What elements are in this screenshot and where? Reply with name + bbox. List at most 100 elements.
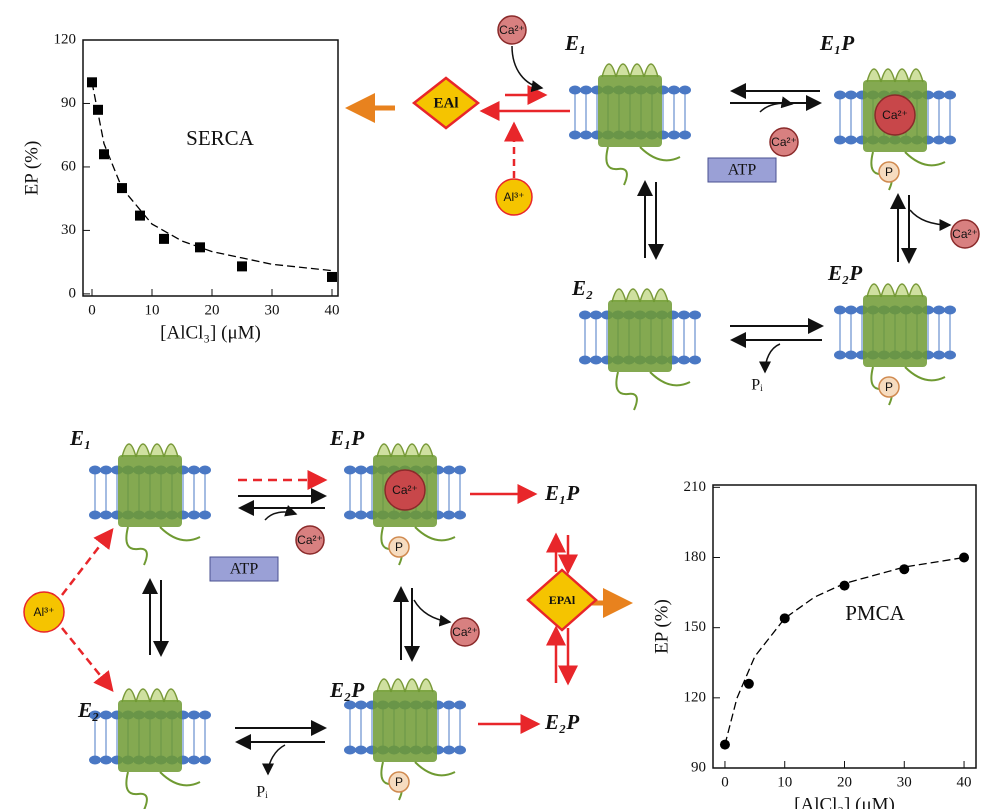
fit-line [92,82,332,270]
chart-annotation: SERCA [186,126,255,150]
y-tick-label: 0 [69,285,77,301]
x-tick-label: 40 [325,302,340,318]
state-label: E₂ [77,698,99,722]
lipid-head [580,86,592,95]
lipid-head [944,351,956,360]
phosphate-label: Pᵢ [256,784,268,801]
ion-label: Ca²⁺ [452,625,478,639]
lipid-head [199,756,211,765]
arrow [414,600,450,622]
state-label: E₁P [329,426,364,450]
protein-tail [606,147,680,185]
y-tick-label: 60 [61,158,76,174]
chart-annotation: PMCA [845,601,905,625]
lipid-head [454,701,466,710]
lipid-head [199,511,211,520]
state-label: E₂P [544,710,579,734]
lipid-head [454,466,466,475]
state-label: E₂ [571,276,593,300]
epal-label: EPAl [549,593,576,607]
ion-label: Al³⁺ [504,190,525,204]
y-tick-label: 120 [54,31,77,47]
lipid-head [188,756,200,765]
lipid-head [89,511,101,520]
protein-body [608,300,672,372]
ion-label: Ca²⁺ [882,108,908,122]
point [159,234,169,244]
ion-label: P [885,380,893,394]
lipid-head [188,466,200,475]
lipid-head [355,746,367,755]
arrows [62,46,950,774]
x-tick-label: 10 [777,774,792,790]
state-label: E₁P [544,481,579,505]
lipid-head [933,306,945,315]
lipid-head [668,86,680,95]
x-tick-label: 40 [957,774,972,790]
lipid-head [933,351,945,360]
point [237,261,247,271]
protein-tail [616,372,690,410]
y-tick-label: 120 [684,689,707,705]
state-label: E₁ [69,426,91,450]
protein-body [118,700,182,772]
ion-label: Al³⁺ [34,605,55,619]
protein-body [373,690,437,762]
lipid-head [944,306,956,315]
lipid-head [89,756,101,765]
ion-label: Ca²⁺ [771,135,797,149]
state-label: E₁ [564,31,586,55]
lipid-head [355,701,367,710]
arrow [265,512,296,520]
lipid-head [100,466,112,475]
lipid-head [689,311,701,320]
lipid-head [344,701,356,710]
point [135,211,145,221]
lipid-head [845,136,857,145]
lipid-head [580,131,592,140]
lipid-head [845,351,857,360]
x-tick-label: 30 [897,774,912,790]
arrow [512,46,542,88]
ion-label: Ca²⁺ [499,23,525,37]
protein-tail [126,527,200,565]
lipid-head [579,356,591,365]
lipid-head [344,511,356,520]
lipid-head [834,306,846,315]
y-tick-label: 90 [691,759,706,775]
lipid-head [569,131,581,140]
eal-label: EAl [433,95,458,111]
lipid-head [188,511,200,520]
lipid-head [834,91,846,100]
y-tick-label: 180 [684,549,707,565]
lipid-head [678,356,690,365]
lipid-head [845,91,857,100]
lipid-head [100,511,112,520]
y-tick-label: 210 [684,479,707,495]
plot-frame [713,485,976,768]
lipid-head [344,466,356,475]
atp-label: ATP [230,561,259,578]
y-axis-label: EP (%) [21,141,42,196]
point [899,564,909,574]
protein-body [118,455,182,527]
x-tick-label: 30 [265,302,280,318]
lipid-head [199,711,211,720]
x-axis-label: [AlCl₃] (μM) [160,322,261,343]
lipid-head [89,466,101,475]
lipid-head [443,746,455,755]
ion-label: P [885,165,893,179]
lipid-head [689,356,701,365]
lipid-head [569,86,581,95]
ion-label: Ca²⁺ [952,227,978,241]
lipid-head [834,136,846,145]
arrow [268,745,285,774]
lipid-head [590,311,602,320]
arrow [62,628,112,690]
arrow [765,344,780,372]
x-tick-label: 20 [205,302,220,318]
ion-label: P [395,775,403,789]
lipid-head [668,131,680,140]
x-tick-label: 0 [88,302,96,318]
